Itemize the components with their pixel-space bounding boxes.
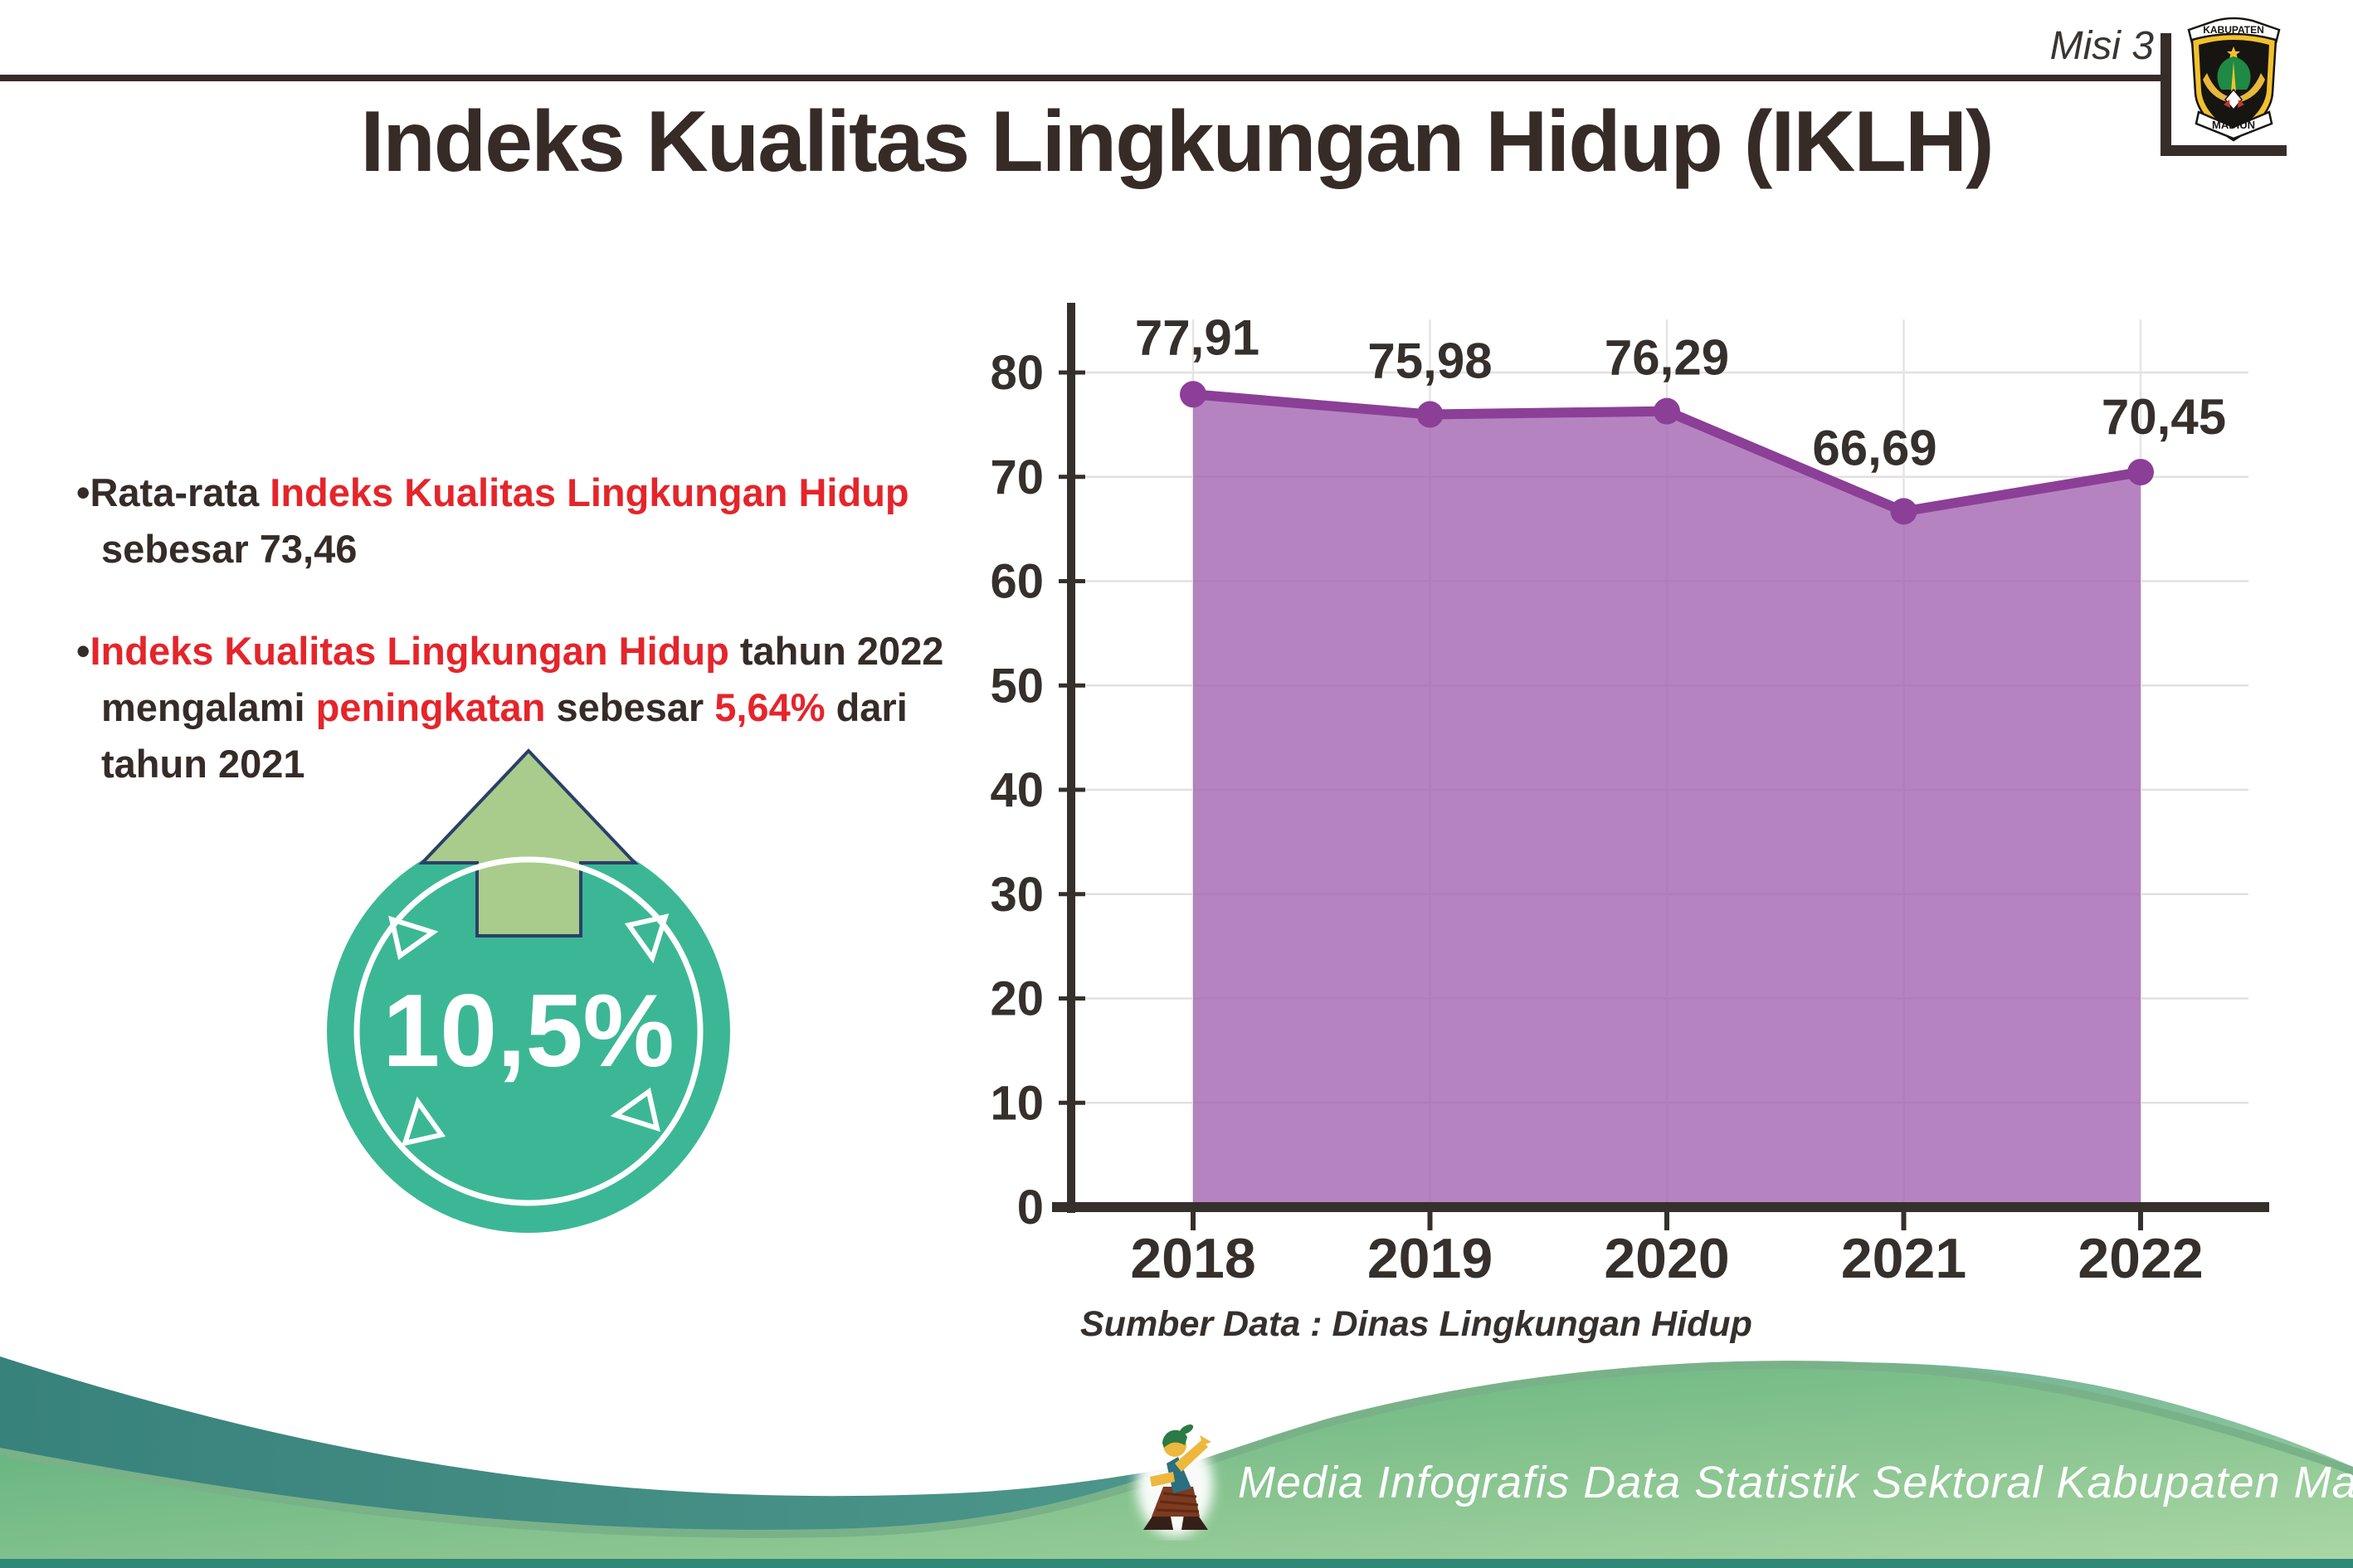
page-title: Indeks Kualitas Lingkungan Hidup (IKLH) — [360, 94, 1994, 190]
svg-text:2020: 2020 — [1604, 1227, 1729, 1290]
mascot-icon — [1137, 1424, 1213, 1536]
logo-frame-vertical — [2161, 33, 2171, 156]
svg-text:70: 70 — [990, 450, 1044, 504]
svg-text:40: 40 — [990, 763, 1044, 817]
badge-value: 10,5% — [382, 974, 675, 1088]
green-wave — [0, 1369, 2353, 1568]
badge-sparkle-triangles — [388, 913, 670, 1147]
bullet-list: •Rata-rata Indeks Kualitas Lingkungan Hi… — [76, 465, 989, 838]
bullet-item: •Indeks Kualitas Lingkungan Hidup tahun … — [76, 629, 944, 786]
iklh-area-chart: 0 10 20 30 40 50 60 70 80 2018 2019 2020 2021 2022 77,… — [990, 303, 2269, 1290]
footer-waves — [0, 1356, 2353, 1568]
crest-star-icon — [2227, 46, 2240, 60]
up-arrow-icon — [418, 748, 639, 937]
crest-bottom-text: MADIUN — [2212, 119, 2255, 131]
header-rule — [0, 75, 2167, 81]
svg-text:10: 10 — [990, 1076, 1044, 1130]
svg-text:2018: 2018 — [1130, 1227, 1255, 1290]
source-note: Sumber Data : Dinas Lingkungan Hidup — [1080, 1304, 1752, 1344]
svg-text:75,98: 75,98 — [1367, 334, 1492, 389]
svg-text:77,91: 77,91 — [1135, 309, 1259, 365]
svg-text:20: 20 — [990, 972, 1044, 1026]
svg-text:2021: 2021 — [1841, 1227, 1966, 1290]
bullet-item: •Rata-rata Indeks Kualitas Lingkungan Hi… — [76, 470, 909, 571]
svg-text:50: 50 — [990, 659, 1044, 713]
kabupaten-madiun-crest-icon: KABUPATEN MADIUN — [2187, 17, 2281, 142]
svg-text:2019: 2019 — [1367, 1227, 1493, 1290]
svg-text:66,69: 66,69 — [1812, 420, 1936, 475]
footer-bottom-strip — [0, 1559, 2353, 1568]
svg-text:80: 80 — [990, 346, 1044, 400]
svg-text:30: 30 — [990, 868, 1044, 922]
svg-text:0: 0 — [1017, 1181, 1044, 1234]
svg-text:60: 60 — [990, 555, 1044, 609]
crest-top-text: KABUPATEN — [2203, 24, 2264, 36]
misi-label: Misi 3 — [2049, 24, 2154, 68]
increase-badge: 10,5% — [327, 748, 730, 1233]
footer-credit: Media Infografis Data Statistik Sektoral… — [1238, 1458, 2353, 1507]
logo-frame-horizontal — [2161, 145, 2287, 156]
svg-text:2022: 2022 — [2078, 1227, 2203, 1290]
svg-text:76,29: 76,29 — [1605, 330, 1729, 386]
svg-text:70,45: 70,45 — [2102, 389, 2226, 445]
